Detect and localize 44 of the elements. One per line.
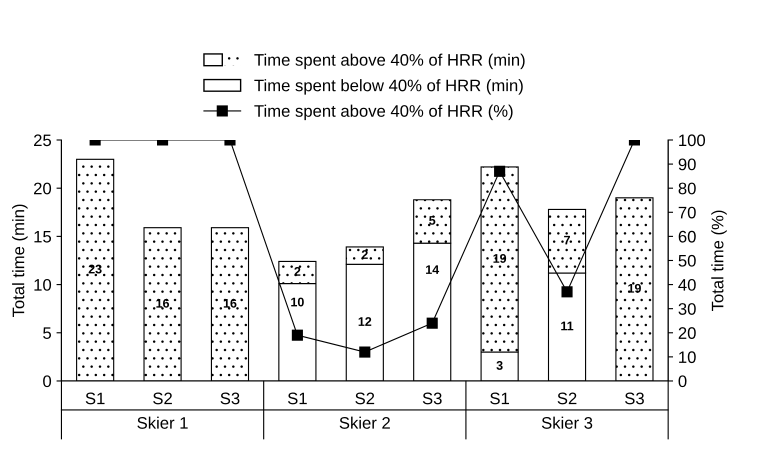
legend-label: Time spent above 40% of HRR (min) xyxy=(254,54,525,70)
data-label: 7 xyxy=(564,236,570,244)
y2-tick-label: 90 xyxy=(678,158,696,170)
text: Skier 1 xyxy=(137,416,188,429)
data-label: 3 xyxy=(496,361,503,370)
x-tick-label: S2 xyxy=(355,392,374,404)
y2-tick-label: 100 xyxy=(679,134,706,146)
y2-tick-label: 10 xyxy=(679,351,696,364)
y2-tick-label: 80 xyxy=(678,182,696,194)
text: Skier 2 xyxy=(340,416,390,429)
x-tick-label: S3 xyxy=(220,392,240,404)
data-label: 12 xyxy=(358,317,372,326)
x-tick-label: S2 xyxy=(153,392,172,404)
legend-label: Time spent above 40% of HRR (%) xyxy=(254,104,513,120)
y2-tick-label: 70 xyxy=(678,206,696,218)
x-tick-label: S3 xyxy=(625,392,644,404)
x-tick-label: S2 xyxy=(558,392,576,404)
y-tick-label: 15 xyxy=(34,230,52,243)
y-tick-label: 20 xyxy=(34,182,52,194)
y2-tick-label: 0 xyxy=(678,375,686,388)
y2-tick-label: 40 xyxy=(678,278,696,291)
data-label: 10 xyxy=(291,298,304,306)
y-tick-label: 25 xyxy=(34,134,52,146)
x-tick-label: S1 xyxy=(86,392,105,404)
y-tick-label: 0 xyxy=(43,375,52,388)
y2-tick-label: 30 xyxy=(678,303,696,315)
x-tick-label: S1 xyxy=(288,392,307,404)
data-label: 14 xyxy=(426,265,440,274)
y-tick-label: 10 xyxy=(34,278,52,291)
y-tick-label: 5 xyxy=(43,327,52,339)
y2-tick-label: 50 xyxy=(678,254,696,267)
point xyxy=(292,330,303,341)
x-tick-label: S3 xyxy=(422,392,442,404)
text: Skier 3 xyxy=(542,416,592,429)
legend-label: Time spent below 40% of HRR (min) xyxy=(254,79,523,95)
x-tick-label: S1 xyxy=(490,392,510,404)
y2-axis-title: Total time (%) xyxy=(711,210,727,312)
y2-tick-label: 20 xyxy=(678,327,696,339)
point xyxy=(426,318,438,329)
data-label: 11 xyxy=(561,322,574,330)
point xyxy=(359,346,370,358)
y-axis-title: Total time (min) xyxy=(12,204,28,318)
y2-tick-label: 60 xyxy=(678,230,696,243)
point xyxy=(561,286,573,298)
